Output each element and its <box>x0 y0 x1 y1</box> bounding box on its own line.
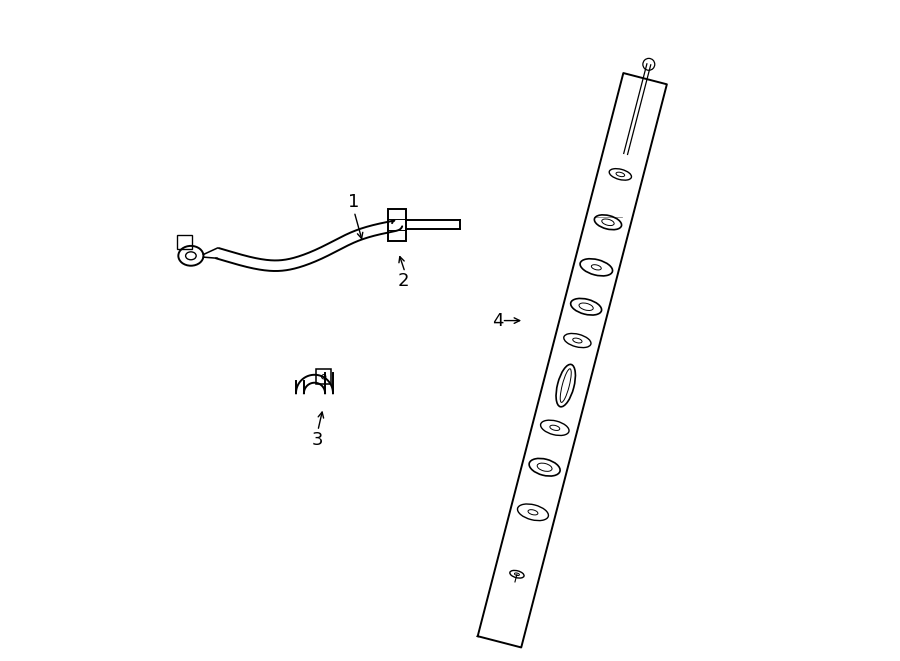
Text: 2: 2 <box>398 272 410 290</box>
Bar <box>317 369 331 384</box>
Text: 3: 3 <box>312 430 323 449</box>
Text: 4: 4 <box>491 311 503 330</box>
Text: 1: 1 <box>348 192 360 211</box>
Bar <box>177 235 192 249</box>
